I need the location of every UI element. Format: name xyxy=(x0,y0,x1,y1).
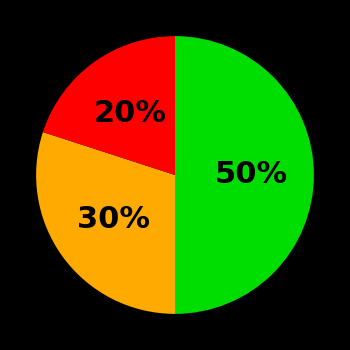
Text: 50%: 50% xyxy=(215,161,288,189)
Text: 30%: 30% xyxy=(77,205,150,234)
Wedge shape xyxy=(175,36,314,314)
Text: 20%: 20% xyxy=(93,99,167,128)
Wedge shape xyxy=(36,132,175,314)
Wedge shape xyxy=(43,36,175,175)
